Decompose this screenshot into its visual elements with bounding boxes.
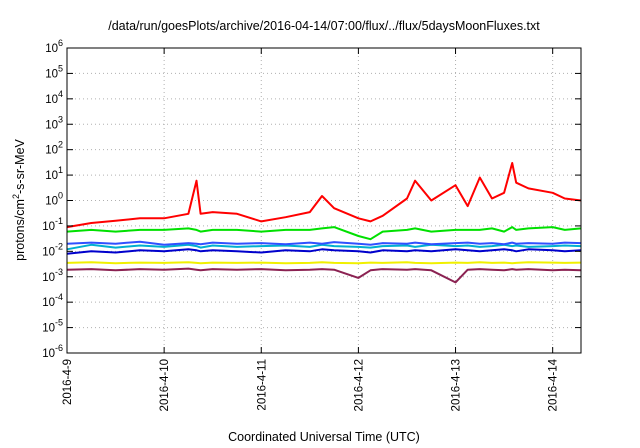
series-line-3 [66,243,582,251]
x-tick-label: 2016-4-13 [451,359,463,411]
series-line-7 [66,267,582,284]
x-tick-label: 2016-4-12 [353,359,365,411]
y-tick-label: 10-5 [42,318,63,335]
y-tick-label: 10-3 [42,267,63,284]
series-line-1 [66,162,582,229]
y-tick-label: 101 [45,165,63,182]
x-tick-label: 2016-4-10 [159,359,171,411]
series-line-6 [66,261,582,265]
y-tick-label: 10-2 [42,241,63,258]
x-tick-label: 2016-4-9 [62,359,74,405]
series-line-4 [66,240,582,246]
series-line-5 [66,248,582,255]
y-tick-label: 104 [45,89,63,106]
y-axis-label: protons/cm2-s-sr-MeV [11,138,27,260]
y-tick-label: 10-4 [42,292,63,309]
y-tick-label: 105 [45,63,63,80]
grid [67,48,581,353]
y-axis-ticks: 10-6 10-5 10-4 10-3 10-2 10-1 100 101 102 103 104 1… [42,38,581,360]
x-axis-label: Coordinated Universal Time (UTC) [228,430,420,444]
x-tick-label: 2016-4-11 [256,359,268,411]
y-tick-label: 106 [45,38,63,55]
y-tick-label: 10-1 [42,216,63,233]
x-axis-ticks: 2016-4-9 2016-4-10 2016-4-11 2016-4-12 2016-… [62,48,560,411]
series-group [66,162,582,284]
series-line-2 [66,226,582,241]
y-tick-label: 100 [45,191,63,208]
x-tick-label: 2016-4-14 [548,358,560,411]
y-tick-label: 10-6 [42,343,63,360]
y-tick-label: 102 [45,140,63,157]
y-tick-label: 103 [45,114,63,131]
chart-title: /data/run/goesPlots/archive/2016-04-14/0… [108,19,540,33]
